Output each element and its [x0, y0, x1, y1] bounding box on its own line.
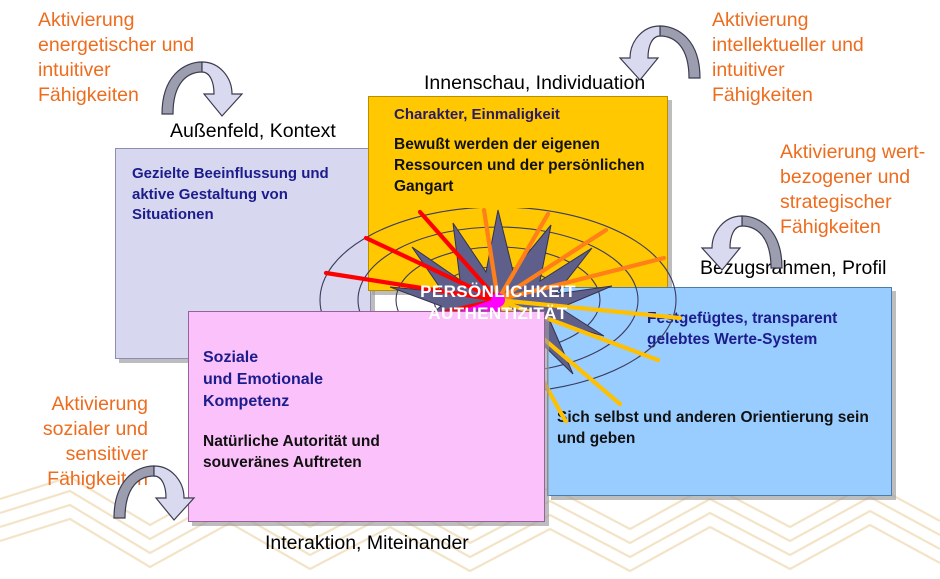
bezugsrahmen-text: Sich selbst und anderen Orientierung sei…: [557, 409, 869, 447]
caption-bezugsrahmen: Bezugsrahmen, Profil: [700, 257, 887, 279]
curved-arrow-down-left-icon: [700, 215, 783, 271]
box-fill: [368, 96, 668, 291]
background-wave-watermark: [0, 475, 940, 573]
annotation-energetisch: Aktivierung energetischer und intuitiver…: [38, 9, 195, 106]
annotation-wertbezogen: Aktivierung wert- bezogener und strategi…: [780, 141, 926, 238]
interaktion-text: Natürliche Autorität und souveränes Auft…: [203, 433, 380, 471]
star-hub: [491, 293, 505, 307]
rays-yellow: [495, 297, 683, 423]
caption-interaktion: Interaktion, Miteinander: [265, 532, 469, 554]
bezugsrahmen-heading: Festgefügtes, transparent gelebtes Werte…: [647, 310, 838, 348]
annotation-intellektuell: Aktivierung intellektueller und intuitiv…: [712, 9, 864, 106]
caption-aussenfeld: Außenfeld, Kontext: [170, 120, 336, 142]
curved-arrow-down-left-icon: [618, 25, 701, 81]
annotation-sozial: Aktivierung sozialer und sensitiver Fähi…: [42, 393, 148, 490]
innenschau-heading: Charakter, Einmaligkeit: [394, 106, 560, 123]
caption-innenschau: Innenschau, Individuation: [424, 72, 646, 94]
curved-arrow-down-right-icon: [113, 465, 196, 521]
center-label: PERSÖNLICHKEIT AUTHENTIZITÄT: [420, 282, 576, 323]
rays-orange: [481, 208, 667, 303]
curved-arrow-down-right-icon: [161, 61, 244, 117]
innenschau-text: Bewußt werden der eigenen Ressourcen und…: [394, 136, 645, 195]
aussenfeld-text: Gezielte Beeinflussung und aktive Gestal…: [132, 165, 329, 223]
interaktion-heading: Soziale und Emotionale Kompetenz: [203, 349, 323, 410]
quadrant-box-interaktion[interactable]: Soziale und Emotionale Kompetenz Natürli…: [188, 311, 549, 526]
box-fill: [188, 311, 545, 522]
